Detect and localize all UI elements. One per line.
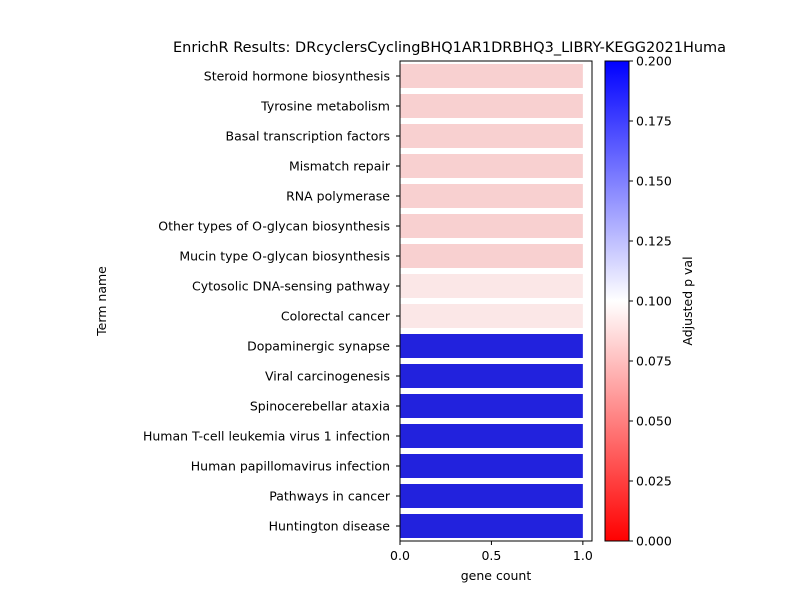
bar	[400, 184, 583, 208]
y-axis-label: Term name	[94, 266, 109, 337]
y-tick-label: Huntington disease	[269, 519, 391, 534]
colorbar-tick-label: 0.025	[636, 474, 672, 489]
colorbar-tick-label: 0.000	[636, 534, 672, 549]
bar	[400, 454, 583, 478]
y-tick-label: Tyrosine metabolism	[260, 99, 390, 114]
colorbar-label: Adjusted p val	[680, 256, 695, 345]
y-tick-label: Human T-cell leukemia virus 1 infection	[143, 429, 390, 444]
colorbar-gradient	[604, 60, 630, 542]
bar	[400, 94, 583, 118]
y-tick-label: Other types of O-glycan biosynthesis	[158, 219, 390, 234]
bar	[400, 214, 583, 238]
colorbar-tick-label: 0.150	[636, 174, 672, 189]
colorbar-tick-label: 0.175	[636, 114, 672, 129]
y-tick-label: Cytosolic DNA-sensing pathway	[192, 279, 391, 294]
colorbar-tick-label: 0.075	[636, 354, 672, 369]
y-tick-label: Steroid hormone biosynthesis	[204, 69, 390, 84]
bar	[400, 154, 583, 178]
bar	[400, 394, 583, 418]
bar	[400, 304, 583, 328]
bar	[400, 484, 583, 508]
x-tick-label: 1.0	[573, 548, 593, 563]
colorbar-tick-label: 0.050	[636, 414, 672, 429]
chart-title: EnrichR Results: DRcyclersCyclingBHQ1AR1…	[173, 40, 726, 56]
y-tick-label: Human papillomavirus infection	[191, 459, 390, 474]
y-tick-label: Viral carcinogenesis	[265, 369, 390, 384]
y-tick-label: RNA polymerase	[286, 189, 390, 204]
colorbar-tick-label: 0.200	[636, 54, 672, 69]
bar	[400, 424, 583, 448]
y-tick-label: Mismatch repair	[289, 159, 391, 174]
x-tick-labels: 0.0 0.5 1.0	[390, 541, 593, 563]
y-tick-labels: Steroid hormone biosynthesis Tyrosine met…	[143, 69, 400, 534]
bars-layer	[400, 64, 583, 538]
y-tick-label: Spinocerebellar ataxia	[250, 399, 390, 414]
colorbar-ticks: 0.000 0.025 0.050 0.075 0.100 0.125 0.150 0.175…	[629, 54, 672, 549]
bar	[400, 124, 583, 148]
x-axis-label: gene count	[461, 568, 532, 583]
x-tick-label: 0.5	[481, 548, 501, 563]
y-tick-label: Dopaminergic synapse	[247, 339, 390, 354]
y-tick-label: Pathways in cancer	[269, 489, 391, 504]
bar	[400, 64, 583, 88]
colorbar-tick-label: 0.125	[636, 234, 672, 249]
plot-frame	[399, 60, 593, 542]
colorbar-tick-label: 0.100	[636, 294, 672, 309]
x-tick-label: 0.0	[390, 548, 410, 563]
bar	[400, 514, 583, 538]
bar	[400, 334, 583, 358]
bar	[400, 244, 583, 268]
bar	[400, 274, 583, 298]
bar	[400, 364, 583, 388]
y-tick-label: Mucin type O-glycan biosynthesis	[179, 249, 390, 264]
y-tick-label: Colorectal cancer	[281, 309, 391, 324]
y-tick-label: Basal transcription factors	[226, 129, 390, 144]
